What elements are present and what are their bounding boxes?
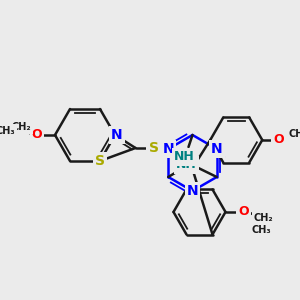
- Text: N: N: [187, 184, 198, 198]
- Text: O: O: [238, 206, 249, 218]
- Text: CH₂: CH₂: [288, 129, 300, 139]
- Text: N: N: [111, 128, 123, 142]
- Text: CH₂: CH₂: [11, 122, 31, 132]
- Text: O: O: [273, 134, 284, 146]
- Text: NH: NH: [176, 158, 196, 172]
- Text: N: N: [211, 142, 223, 156]
- Text: N: N: [162, 142, 174, 156]
- Text: O: O: [32, 128, 42, 142]
- Text: CH₃: CH₃: [0, 126, 15, 136]
- Text: S: S: [148, 141, 158, 155]
- Text: NH: NH: [174, 151, 195, 164]
- Text: S: S: [95, 154, 105, 168]
- Text: CH₂: CH₂: [254, 213, 273, 223]
- Text: CH₃: CH₃: [252, 225, 271, 235]
